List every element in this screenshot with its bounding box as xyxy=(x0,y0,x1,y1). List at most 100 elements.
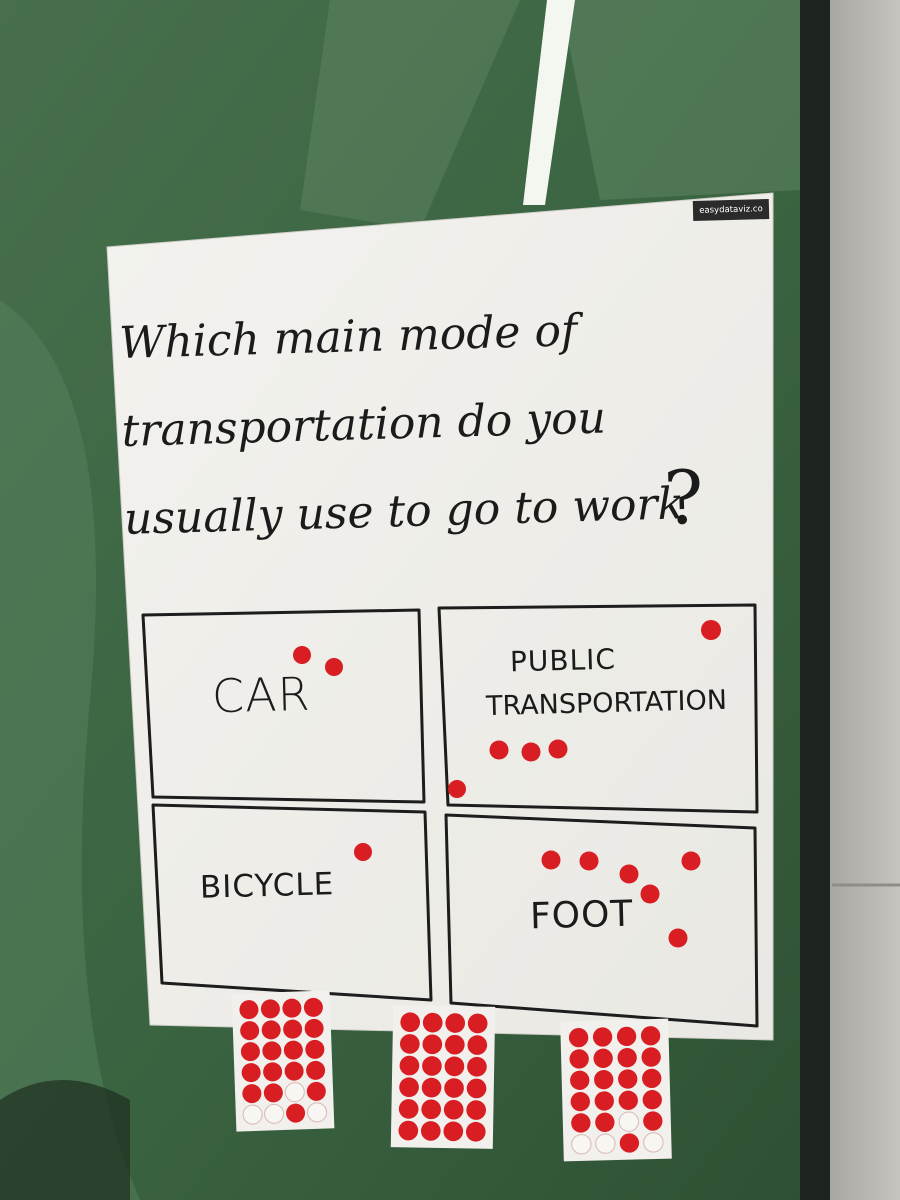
vote-dot xyxy=(293,646,311,664)
sticker-dot xyxy=(303,997,323,1017)
sticker-dot xyxy=(445,1013,466,1033)
option-label-foot: FOOT xyxy=(529,893,634,938)
sticker-dot xyxy=(422,1034,443,1055)
sticker-dot xyxy=(421,1077,442,1098)
concrete-wall xyxy=(830,0,900,1200)
sticker-dot xyxy=(593,1048,613,1068)
sticker-sheet xyxy=(390,1005,496,1149)
sticker-dot xyxy=(398,1099,419,1119)
sticker-dot xyxy=(240,1021,260,1041)
question-mark: ? xyxy=(662,454,705,542)
sticker-dot xyxy=(467,1056,487,1077)
sticker-dot xyxy=(304,1018,324,1038)
sticker-dot xyxy=(444,1078,464,1098)
vote-dot xyxy=(521,742,541,762)
title-line-2: transportation do you xyxy=(120,392,607,457)
glass-reflection xyxy=(0,300,140,1200)
vote-dot xyxy=(325,658,343,676)
option-box-public-transportation xyxy=(437,603,759,814)
sticker-empty xyxy=(595,1133,616,1154)
sticker-empty xyxy=(284,1082,305,1103)
sticker-dot xyxy=(466,1078,487,1099)
option-box-bicycle xyxy=(151,803,433,1002)
sticker-dot xyxy=(570,1091,590,1112)
brand-logo: easydataviz.co xyxy=(692,199,770,221)
vote-dot xyxy=(579,851,599,871)
sticker-sheet xyxy=(560,1018,672,1162)
sticker-dot xyxy=(422,1056,442,1076)
option-box-car xyxy=(141,608,426,804)
sticker-dot xyxy=(260,999,280,1019)
sticker-dot xyxy=(467,1035,488,1055)
sticker-dot xyxy=(400,1012,421,1033)
sticker-dot xyxy=(642,1090,662,1110)
sticker-dot xyxy=(618,1090,638,1111)
sticker-empty xyxy=(571,1134,592,1155)
sticker-dot xyxy=(306,1081,326,1101)
sticker-dot xyxy=(643,1111,663,1131)
option-label-bicycle: BICYCLE xyxy=(199,866,335,906)
vote-dot xyxy=(448,780,466,798)
sticker-dot xyxy=(617,1048,637,1068)
sticker-dot xyxy=(594,1069,614,1090)
sticker-dot xyxy=(261,1020,281,1040)
vote-dot xyxy=(548,739,568,759)
light-reflection xyxy=(523,0,575,205)
glass-reflection-4 xyxy=(0,1080,130,1200)
option-label-car: CAR xyxy=(211,666,312,724)
sticker-sheet xyxy=(231,990,335,1132)
sticker-dot xyxy=(421,1099,442,1120)
sticker-dot xyxy=(241,1063,261,1083)
sticker-dot xyxy=(641,1047,661,1067)
sticker-dot xyxy=(570,1070,590,1090)
vote-dot xyxy=(681,851,701,871)
sticker-dot xyxy=(263,1083,283,1103)
sticker-empty xyxy=(307,1102,328,1123)
sticker-empty xyxy=(264,1103,285,1124)
sticker-dot xyxy=(594,1091,614,1111)
title-line-1: Which main mode of xyxy=(118,305,578,369)
vote-dot xyxy=(701,620,721,640)
sticker-dot xyxy=(306,1060,326,1080)
sticker-dot xyxy=(283,1040,303,1060)
sticker-dot xyxy=(569,1049,589,1069)
sticker-dot xyxy=(422,1012,443,1033)
sticker-dot xyxy=(399,1077,419,1098)
sticker-empty xyxy=(618,1111,640,1132)
sticker-dot xyxy=(616,1026,637,1047)
vote-dot xyxy=(489,740,509,760)
title-line-3: usually use to go to work xyxy=(123,478,685,545)
sticker-dot xyxy=(240,1042,260,1062)
sticker-dot xyxy=(444,1034,465,1055)
sticker-dot xyxy=(595,1112,615,1132)
sticker-dot xyxy=(242,1084,262,1104)
vote-dot xyxy=(619,864,639,884)
option-label-transportation: TRANSPORTATION xyxy=(485,684,728,723)
sticker-dot xyxy=(263,1062,283,1082)
sticker-empty xyxy=(242,1104,263,1125)
sticker-dot xyxy=(618,1069,638,1089)
sticker-dot xyxy=(592,1027,613,1047)
sticker-dot xyxy=(399,1055,420,1076)
sticker-dot xyxy=(286,1103,306,1123)
sticker-dot xyxy=(568,1027,589,1048)
sticker-dot xyxy=(619,1133,640,1153)
sticker-dot xyxy=(282,998,302,1018)
sticker-dot xyxy=(467,1013,488,1034)
glass-reflection-2 xyxy=(300,0,520,230)
sticker-dot xyxy=(305,1039,325,1059)
sticker-dot xyxy=(444,1056,465,1077)
vote-dot xyxy=(640,884,660,904)
sticker-dot xyxy=(443,1121,464,1142)
vote-dot xyxy=(354,843,372,861)
sticker-empty xyxy=(643,1132,664,1153)
sticker-dot xyxy=(466,1100,487,1120)
option-box-foot xyxy=(444,813,759,1028)
poster-question: Which main mode of transportation do you… xyxy=(118,283,725,564)
sticker-dot xyxy=(262,1041,282,1061)
sticker-dot xyxy=(283,1019,303,1039)
vote-dot xyxy=(541,850,561,870)
sticker-dot xyxy=(399,1034,420,1054)
glass-reflection-3 xyxy=(560,0,800,200)
